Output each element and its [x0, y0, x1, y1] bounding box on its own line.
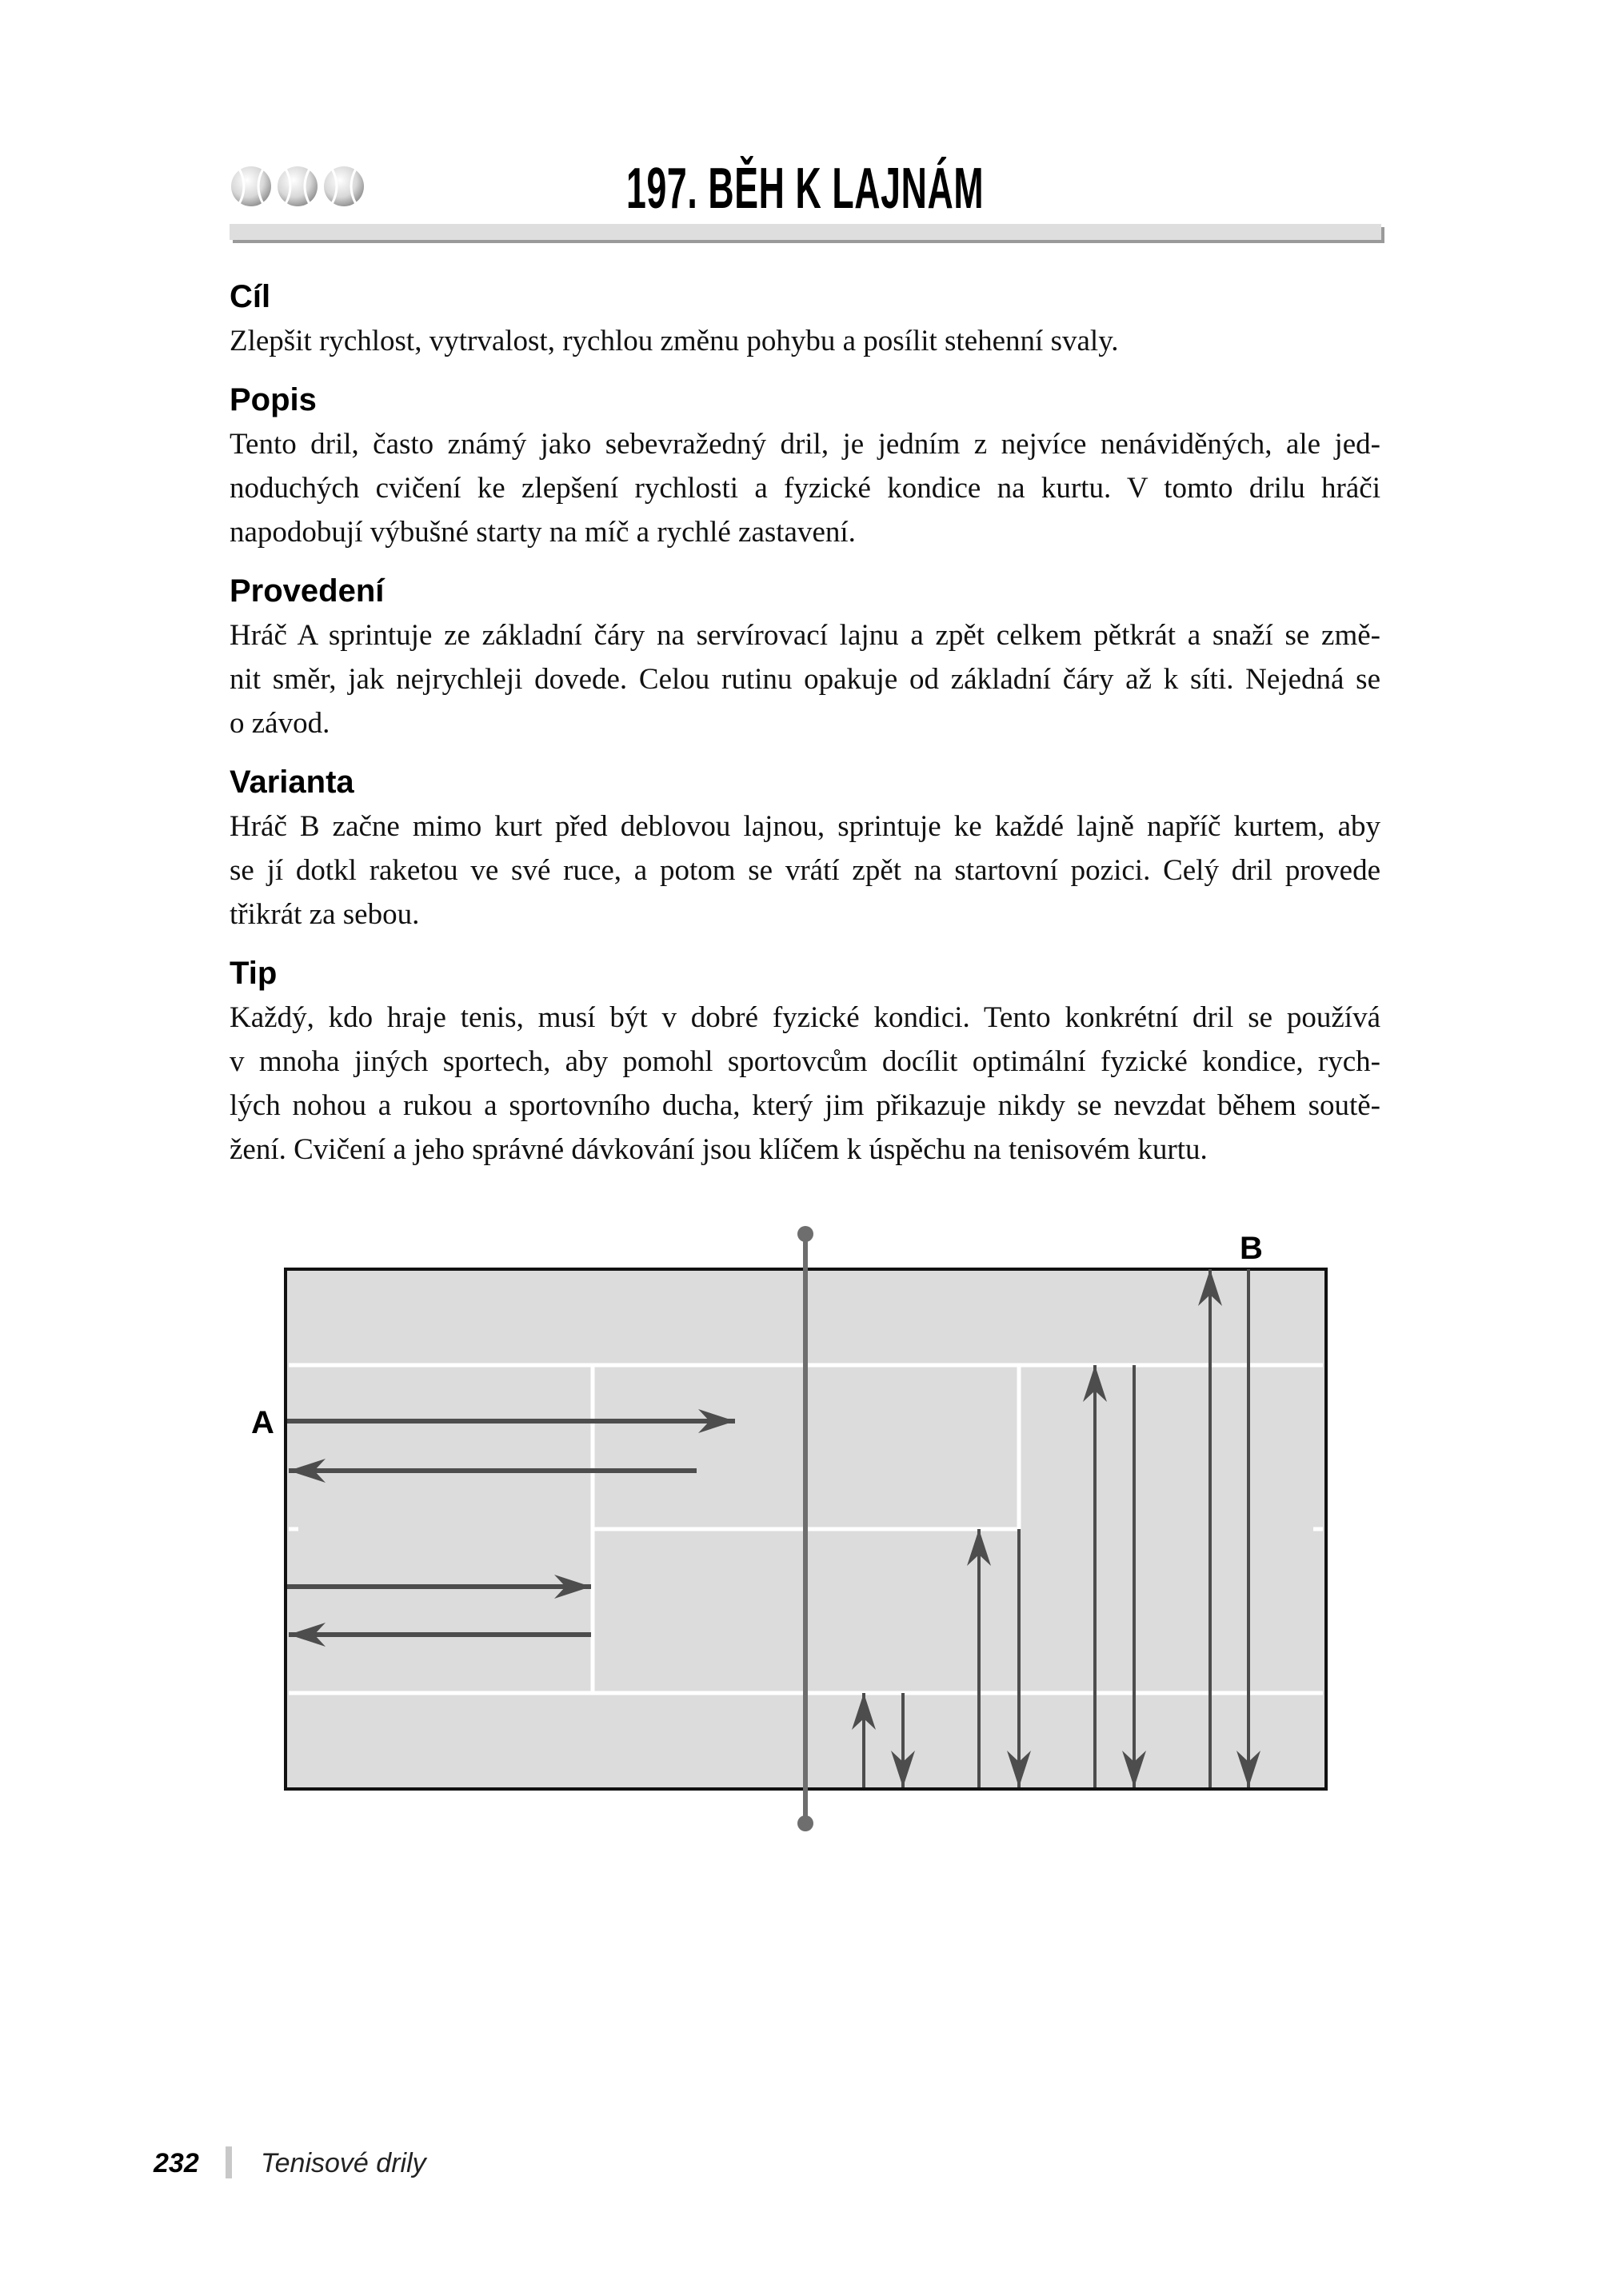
title-underline-bar [230, 224, 1381, 240]
section-heading: Cíl [230, 279, 271, 314]
arrowhead [289, 1623, 326, 1647]
movement-arrows [287, 1269, 1260, 1787]
section-heading: Popis [230, 382, 317, 417]
arrowhead [554, 1575, 591, 1599]
tennis-ball-icon [324, 166, 364, 206]
page-number: 232 [154, 2148, 199, 2178]
drill-text: Cíl Zlepšit rychlost, vytrvalost, rychlou… [230, 275, 1380, 1187]
arrowhead [891, 1751, 915, 1787]
section-heading: Provedení [230, 573, 385, 609]
section-heading: Tip [230, 956, 278, 991]
text-line: Hráč B začne mimo kurt před deblovou laj… [230, 810, 1380, 843]
text-line: napodobují výbušné starty na míč a rychl… [230, 516, 856, 549]
arrow-b-out-1 [852, 1693, 876, 1787]
net-post-top [797, 1226, 813, 1242]
arrow-b-back-3 [1122, 1365, 1146, 1787]
text-line: Každý, kdo hraje tenis, musí být v dobré… [230, 1001, 1380, 1034]
net [797, 1226, 813, 1831]
arrowhead [1198, 1269, 1222, 1306]
court-diagram: A B [251, 1226, 1328, 1831]
arrowhead [1083, 1365, 1107, 1402]
text-line: o závod. [230, 707, 330, 740]
arrow-a-back-1 [289, 1459, 697, 1483]
arrowhead [967, 1529, 991, 1566]
section-provedeni: Provedení Hráč A sprintuje ze základní čá… [230, 569, 1380, 745]
arrowhead [289, 1459, 326, 1483]
player-a-label: A [251, 1405, 274, 1440]
net-post-bottom [797, 1815, 813, 1831]
page-title: 197. BĚH K LAJNÁM [625, 157, 985, 221]
book-title: Tenisové drily [261, 2148, 426, 2178]
arrow-a-out-1 [287, 1409, 735, 1433]
text-line: lých nohou a rukou a sportovního ducha, … [230, 1089, 1380, 1122]
tennis-ball-icon [278, 166, 318, 206]
arrowhead [1122, 1751, 1146, 1787]
arrowhead [852, 1693, 876, 1730]
arrow-b-back-2 [1007, 1529, 1031, 1787]
section-varianta: Varianta Hráč B začne mimo kurt před debl… [230, 761, 1380, 936]
text-line: noduchých cvičení ke zlepšení rychlosti … [230, 472, 1380, 505]
section-tip: Tip Každý, kdo hraje tenis, musí být v do… [230, 952, 1380, 1172]
text-line: v mnoha jiných sportech, aby pomohl spor… [230, 1045, 1380, 1078]
text-line: se jí dotkl raketou ve své ruce, a potom… [230, 854, 1380, 887]
text-line: třikrát za sebou. [230, 898, 420, 931]
text-line: Zlepšit rychlost, vytrvalost, rychlou zm… [230, 325, 1119, 357]
arrow-b-back-4 [1236, 1269, 1260, 1787]
tennis-ball-icon [231, 166, 271, 206]
text-line: nit směr, jak nejrychleji dovede. Celou … [230, 663, 1380, 696]
arrow-b-back-1 [891, 1693, 915, 1787]
section-popis: Popis Tento dril, často známý jako sebevr… [230, 378, 1380, 554]
text-line: Hráč A sprintuje ze základní čáry na ser… [230, 619, 1380, 652]
arrowhead [698, 1409, 735, 1433]
arrowhead [1007, 1751, 1031, 1787]
footer-separator [226, 2146, 232, 2178]
arrow-a-out-2 [287, 1575, 591, 1599]
section-heading: Varianta [230, 765, 354, 800]
arrowhead [1236, 1751, 1260, 1787]
arrow-a-back-2 [289, 1623, 591, 1647]
arrow-b-out-4 [1198, 1269, 1222, 1787]
arrow-b-out-3 [1083, 1365, 1107, 1787]
player-b-label: B [1240, 1231, 1263, 1266]
text-line: Tento dril, často známý jako sebevražedn… [230, 428, 1380, 461]
arrow-b-out-2 [967, 1529, 991, 1787]
difficulty-rating [231, 166, 364, 206]
text-line: žení. Cvičení a jeho správné dávkování j… [230, 1133, 1208, 1166]
section-cil: Cíl Zlepšit rychlost, vytrvalost, rychlou… [230, 275, 1380, 363]
